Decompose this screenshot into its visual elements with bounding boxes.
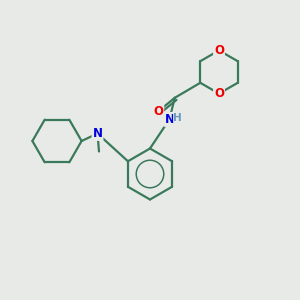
Text: N: N <box>164 113 174 126</box>
Text: O: O <box>214 87 224 100</box>
Text: N: N <box>92 127 103 140</box>
Text: O: O <box>214 44 224 57</box>
Text: H: H <box>173 112 182 123</box>
Text: O: O <box>153 105 163 118</box>
